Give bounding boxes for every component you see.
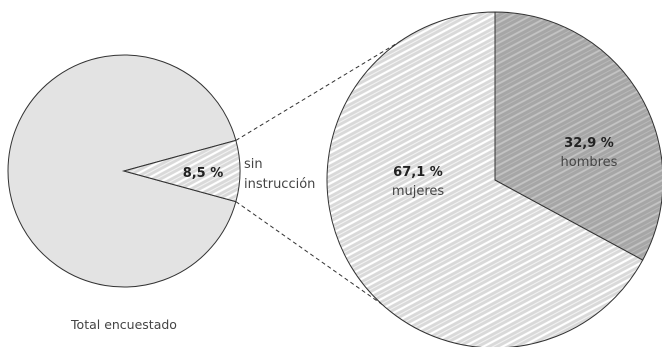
slice-label-hombres-name: hombres	[561, 155, 618, 170]
zoom-line-top	[235, 31, 417, 141]
total-pie-slice-sin-instruccion	[122, 139, 241, 203]
total-pie-slice-rest	[7, 54, 237, 288]
breakdown-pie	[326, 11, 662, 347]
breakdown-slice-hombres	[494, 11, 662, 261]
slice-label-sin-instruccion-line1: sin	[244, 157, 263, 172]
total-pie	[7, 54, 241, 288]
slice-label-sin-instruccion-value: 8,5 %	[183, 166, 224, 181]
left-pie-caption: Total encuestado	[70, 317, 177, 332]
slice-label-sin-instruccion-line2: instrucción	[244, 177, 315, 192]
slice-label-hombres-value: 32,9 %	[564, 136, 614, 151]
slice-label-mujeres-value: 67,1 %	[393, 165, 443, 180]
breakdown-slice-mujeres	[326, 11, 644, 347]
slice-label-mujeres-name: mujeres	[392, 184, 445, 199]
